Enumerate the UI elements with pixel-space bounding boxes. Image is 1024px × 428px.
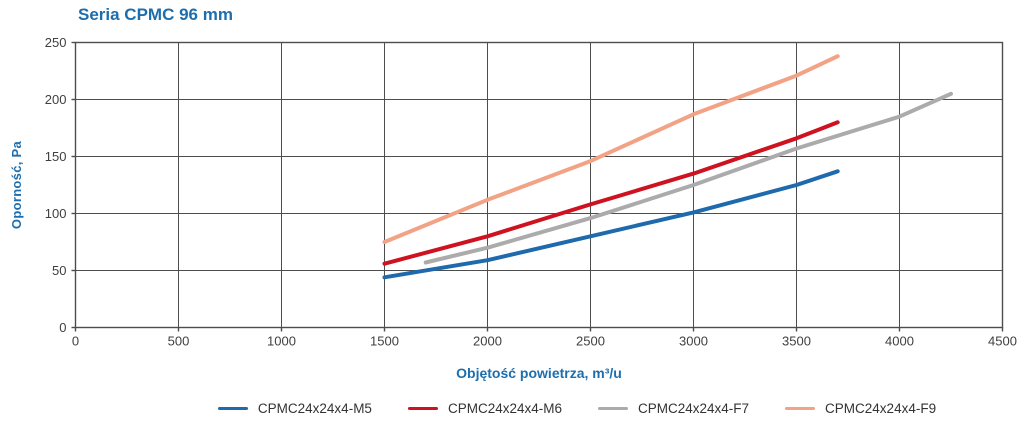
legend-swatch-m5-line-icon: [217, 407, 248, 410]
legend-swatch-f7-line-icon: [598, 407, 628, 410]
x-tick-label: 4500: [988, 334, 1017, 349]
plot-border: [74, 41, 1004, 329]
x-tick-label: 500: [168, 334, 190, 349]
legend-label-f9: CPMC24x24x4-F9: [825, 401, 937, 416]
x-tick-label: 2000: [473, 334, 502, 349]
series-line-CPMC24x24x4-F7: [423, 91, 953, 265]
legend-item-f9: CPMC24x24x4-F9: [785, 401, 936, 416]
x-axis-title: Objętość powietrza, m³/u: [456, 365, 622, 381]
legend-label-f7: CPMC24x24x4-F7: [638, 401, 750, 416]
y-tick-label: 250: [45, 35, 67, 50]
legend-label-m5: CPMC24x24x4-M5: [257, 401, 372, 416]
x-tick-label: 3000: [679, 334, 708, 349]
series-line-CPMC24x24x4-M6: [382, 120, 840, 266]
legend-item-f7: CPMC24x24x4-F7: [598, 401, 749, 416]
y-tick-label: 150: [45, 149, 67, 164]
x-tick-label: 2500: [576, 334, 605, 349]
x-tick-label: 1000: [267, 334, 296, 349]
legend: CPMC24x24x4-M5 CPMC24x24x4-M6 CPMC24x24x…: [0, 401, 1024, 416]
legend-label-m6: CPMC24x24x4-M6: [447, 401, 562, 416]
legend-item-m5: CPMC24x24x4-M5: [217, 401, 372, 416]
x-tick-label: 3500: [782, 334, 811, 349]
series-line-CPMC24x24x4-F9: [382, 54, 840, 244]
y-tick-label: 200: [45, 92, 67, 107]
y-tick-label: 50: [52, 263, 66, 278]
series-line-CPMC24x24x4-M5: [382, 169, 840, 280]
legend-item-m6: CPMC24x24x4-M6: [407, 401, 562, 416]
legend-swatch-f9-line-icon: [785, 407, 816, 410]
x-tick-label: 4000: [885, 334, 914, 349]
y-tick-label: 0: [59, 320, 66, 335]
y-tick-label: 100: [45, 206, 67, 221]
x-tick-label: 1500: [370, 334, 399, 349]
x-tick-label: 0: [72, 334, 79, 349]
legend-swatch-m6-line-icon: [407, 407, 438, 410]
chart-title: Seria CPMC 96 mm: [78, 5, 233, 24]
